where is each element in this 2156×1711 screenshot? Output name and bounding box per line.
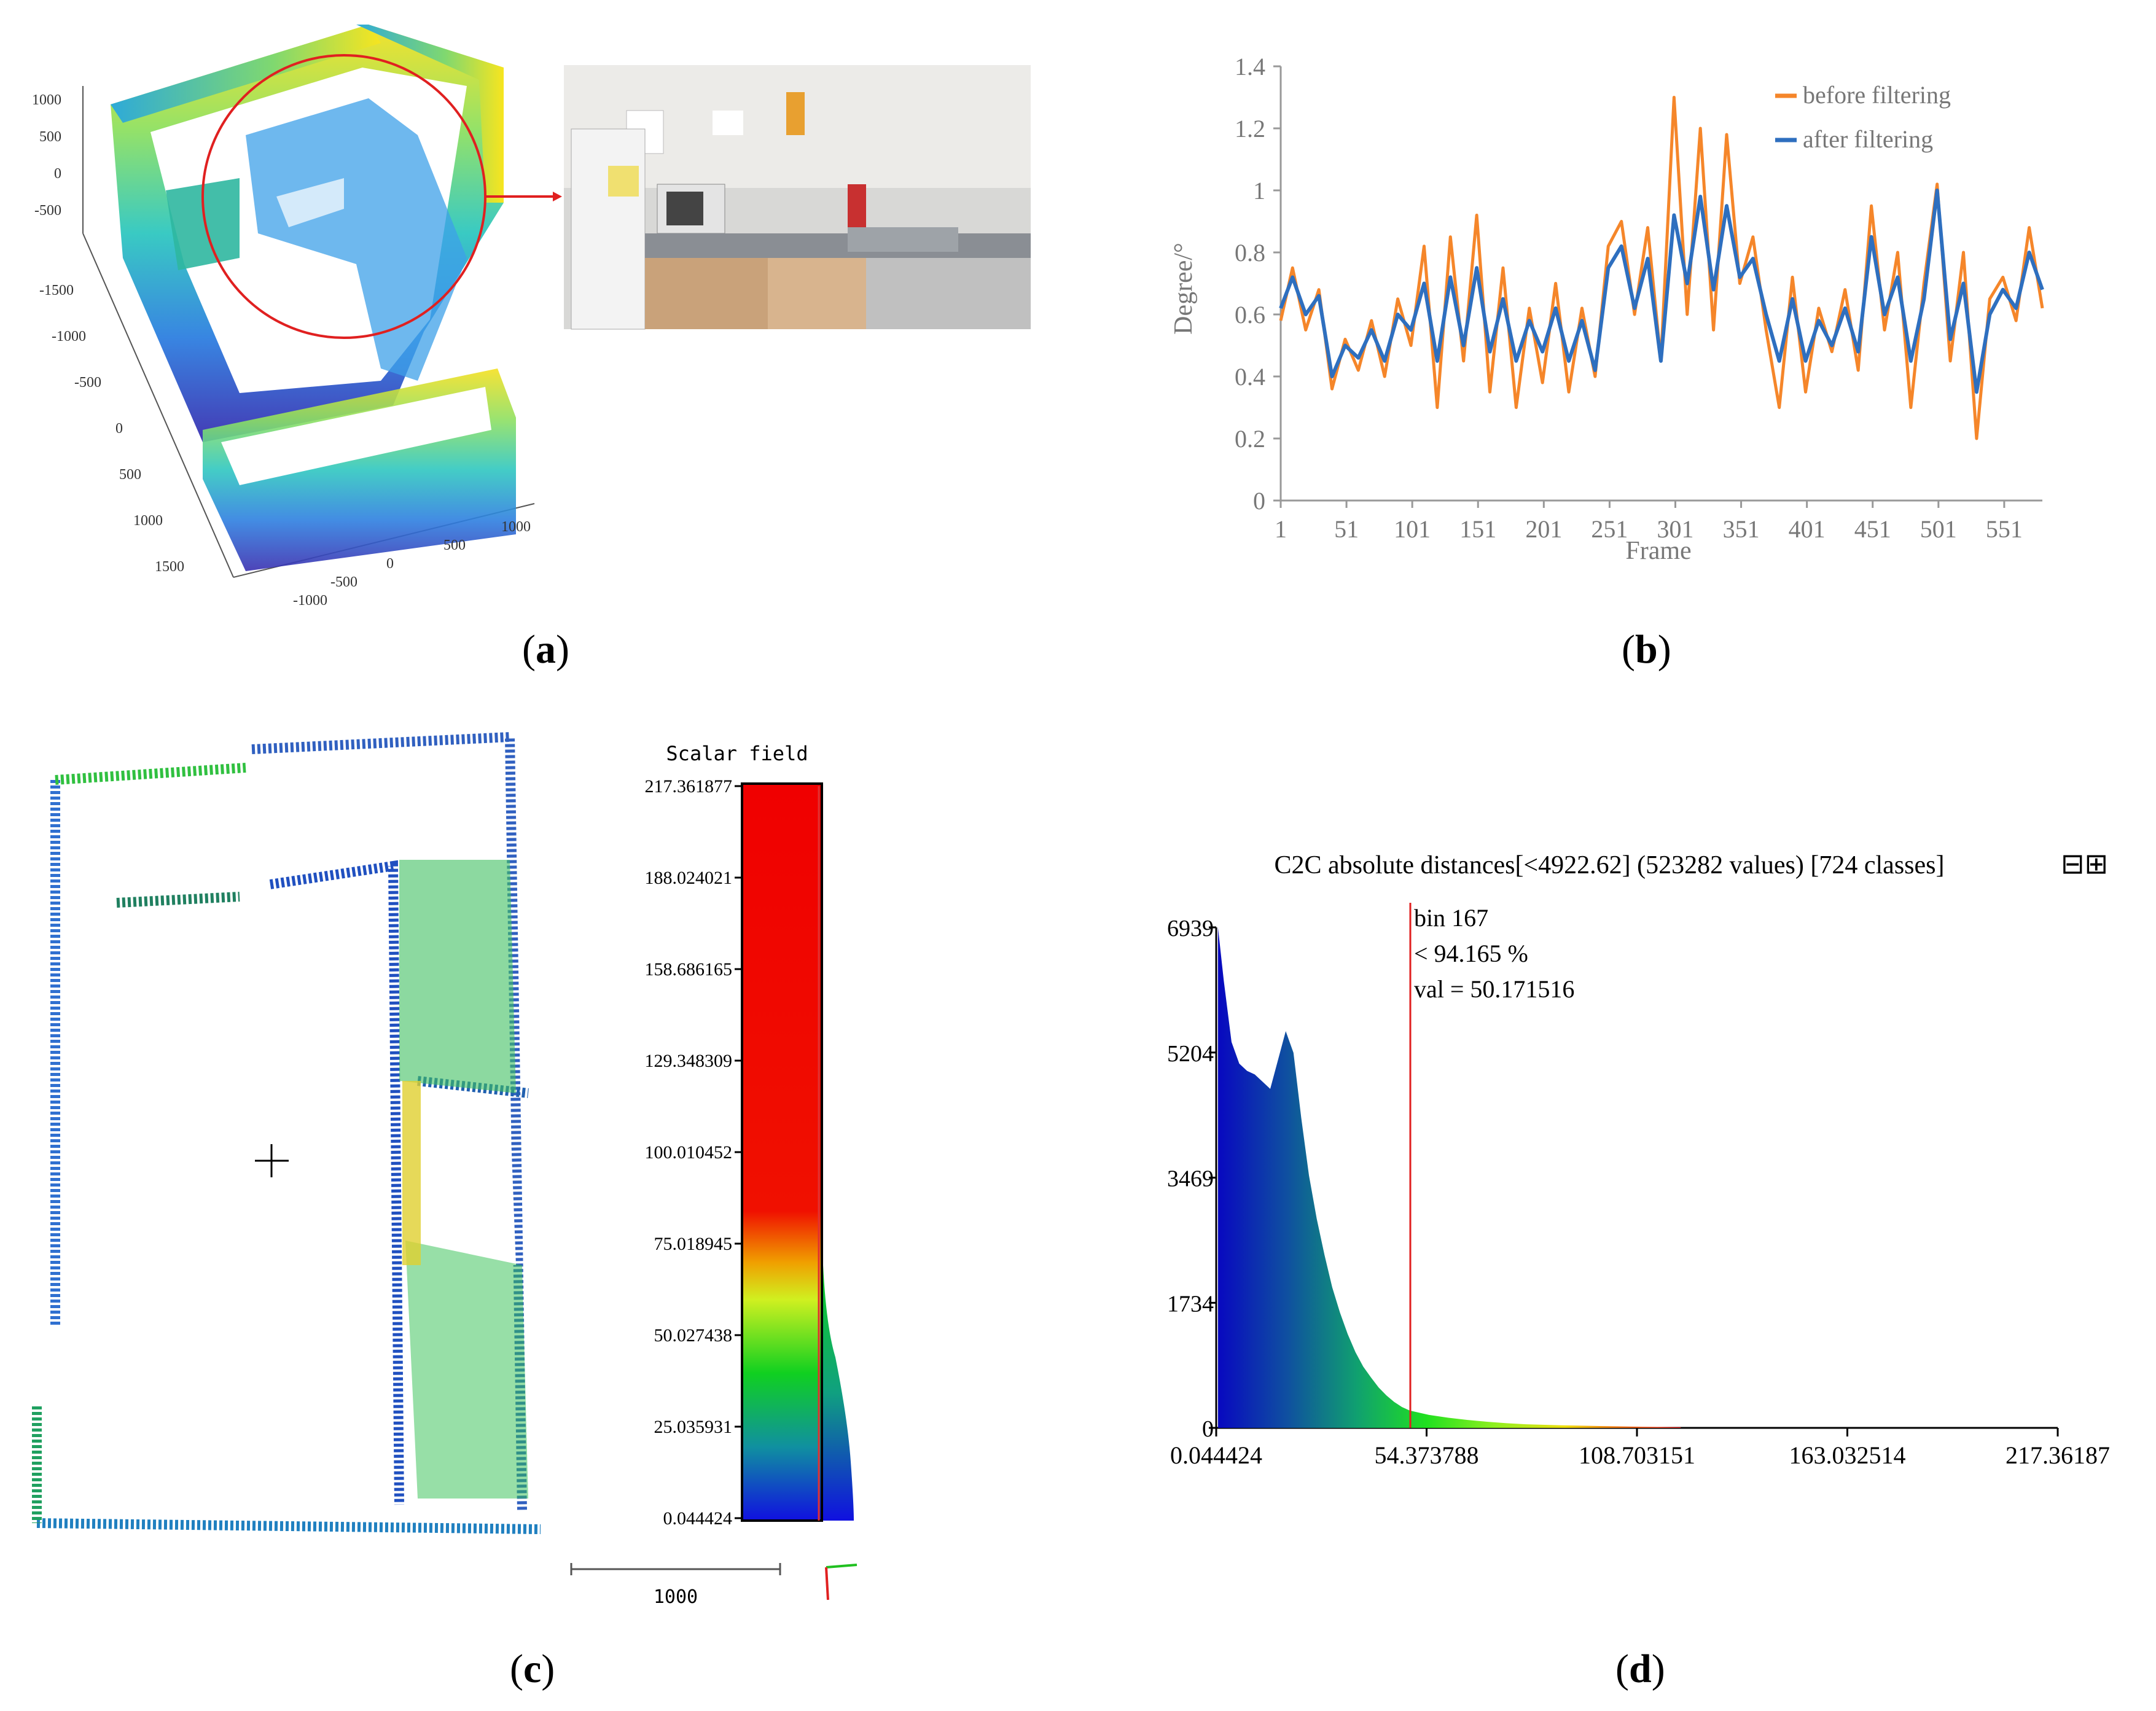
tick-label: 1000: [501, 519, 531, 535]
point-cloud-patches: [399, 860, 528, 1499]
marker-percent-label: < 94.165 %: [1414, 940, 1528, 967]
kitchen-photo: [564, 65, 1031, 330]
tick-label: 1000: [32, 92, 61, 108]
legend-label-before: before filtering: [1803, 81, 1951, 109]
marker-val-label: val = 50.171516: [1414, 975, 1574, 1003]
scale-histogram: [823, 1265, 854, 1521]
x-tick-label: 54.373788: [1375, 1441, 1479, 1469]
x-tick-label: 451: [1854, 515, 1891, 543]
tick-label: 500: [119, 467, 141, 483]
y-tick-label: 1734: [1167, 1291, 1214, 1317]
y-tick-label: 6939: [1167, 916, 1214, 941]
panel-label-b: (b): [1622, 627, 1671, 672]
arrow-head-icon: [553, 192, 562, 201]
scale-ticks: 217.361877 188.024021 158.686165 129.348309…: [645, 776, 742, 1529]
tick-label: -500: [34, 203, 61, 219]
marker-bin-label: bin 167: [1414, 904, 1488, 932]
x-tick-label: 551: [1986, 515, 2023, 543]
panel-label-a: (a): [522, 627, 569, 672]
panel-b: 0 0.2 0.4 0.6 0.8 1 1.2 1.4 1 51 101 151 201 251 301 35…: [1136, 37, 2131, 682]
x-axis-label: Frame: [1625, 537, 1691, 565]
scale-tick-label: 100.010452: [645, 1142, 733, 1163]
x-tick-label: 251: [1591, 515, 1628, 543]
point-cloud-3d: [111, 25, 516, 571]
y-tick-label: 5204: [1167, 1041, 1214, 1067]
tick-label: 0: [386, 556, 394, 572]
tick-label: -1000: [52, 329, 86, 345]
color-scale-bar: [741, 782, 823, 1522]
x-tick-label: 301: [1657, 515, 1693, 543]
x-tick-label: 0.044424: [1170, 1441, 1262, 1469]
tick-label: 0: [115, 421, 123, 437]
scale-tick-label: 0.044424: [663, 1508, 733, 1529]
histogram-chart: C2C absolute distances[<4922.62] (523282…: [1167, 848, 2110, 1469]
histogram-title: C2C absolute distances[<4922.62] (523282…: [1275, 851, 1945, 879]
x-tick-label: 51: [1334, 515, 1359, 543]
scale-tick-label: 50.027438: [654, 1325, 733, 1346]
legend-label-after: after filtering: [1803, 125, 1933, 153]
scale-tick-label: 129.348309: [645, 1051, 733, 1071]
x-tick-label: 101: [1394, 515, 1431, 543]
x-tick-label: 217.36187: [2006, 1441, 2110, 1469]
y-tick-label: 0: [1202, 1416, 1214, 1442]
x-tick-label: 108.703151: [1579, 1441, 1695, 1469]
x-tick-label: 163.032514: [1789, 1441, 1906, 1469]
tick-label: 1500: [155, 559, 184, 575]
y-tick-label: 0: [1253, 487, 1265, 515]
legend: before filtering after filtering: [1775, 81, 1951, 153]
y-tick-label: 0.6: [1235, 301, 1265, 329]
y-tick-label: 1.4: [1235, 53, 1265, 80]
scale-tick-label: 25.035931: [654, 1417, 733, 1437]
panel-c: Scalar field 217.361877 188.024021 158.686…: [0, 712, 1057, 1711]
y-tick-label: 3469: [1167, 1166, 1214, 1192]
tick-label: -1000: [293, 593, 327, 609]
zoom-buttons-icon[interactable]: ⊟⊞: [2061, 848, 2108, 879]
tick-label: -500: [74, 375, 101, 391]
crosshair-icon: [255, 1144, 289, 1177]
tick-label: -1500: [39, 283, 74, 298]
panel-a: 1000 500 0 -500 -1500 -1000 -500 0 500 1…: [0, 0, 1057, 672]
line-chart: 00.20.40.60.811.21.41 51 101 151 201 251 301 35…: [1170, 53, 2044, 565]
tick-label: 0: [54, 166, 61, 182]
scale-tick-label: 217.361877: [645, 776, 733, 797]
panel-label-d: (d): [1615, 1647, 1665, 1691]
x-tick-label: 401: [1789, 515, 1826, 543]
panel-a-ticks: 1000 500 0 -500 -1500 -1000 -500 0 500 1…: [32, 92, 531, 609]
x-tick-label: 351: [1723, 515, 1760, 543]
x-tick-label: 151: [1459, 515, 1496, 543]
panel-c-figure: Scalar field 217.361877 188.024021 158.686…: [32, 731, 857, 1608]
y-tick-label: 0.4: [1235, 363, 1265, 391]
panel-label-c: (c): [510, 1647, 555, 1691]
tick-label: 500: [39, 129, 61, 145]
y-tick-label: 0.8: [1235, 239, 1265, 267]
y-tick-label: 1: [1253, 177, 1265, 205]
y-tick-label: 0.2: [1235, 425, 1265, 453]
tick-label: -500: [330, 574, 357, 590]
scale-tick-label: 188.024021: [645, 868, 733, 888]
distance-scale-bar: 1000: [570, 1563, 781, 1608]
x-tick-label: 501: [1920, 515, 1957, 543]
scale-tick-label: 158.686165: [645, 959, 733, 980]
series-line-after: [1279, 189, 2044, 394]
x-tick-label: 201: [1525, 515, 1562, 543]
tick-label: 1000: [133, 513, 163, 529]
panel-a-figure: 1000 500 0 -500 -1500 -1000 -500 0 500 1…: [32, 25, 1031, 609]
scalar-field-title: Scalar field: [666, 742, 808, 765]
tick-label: 500: [443, 537, 466, 553]
orientation-axes-icon: [825, 1564, 857, 1600]
scale-bar-label: 1000: [654, 1586, 698, 1608]
scale-tick-label: 75.018945: [654, 1234, 733, 1254]
x-tick-label: 1: [1275, 515, 1287, 543]
y-tick-label: 1.2: [1235, 115, 1265, 142]
panel-d: C2C absolute distances[<4922.62] (523282…: [1136, 712, 2131, 1711]
y-axis-label: Degree/°: [1170, 243, 1198, 335]
histogram-area: [1217, 927, 1681, 1428]
